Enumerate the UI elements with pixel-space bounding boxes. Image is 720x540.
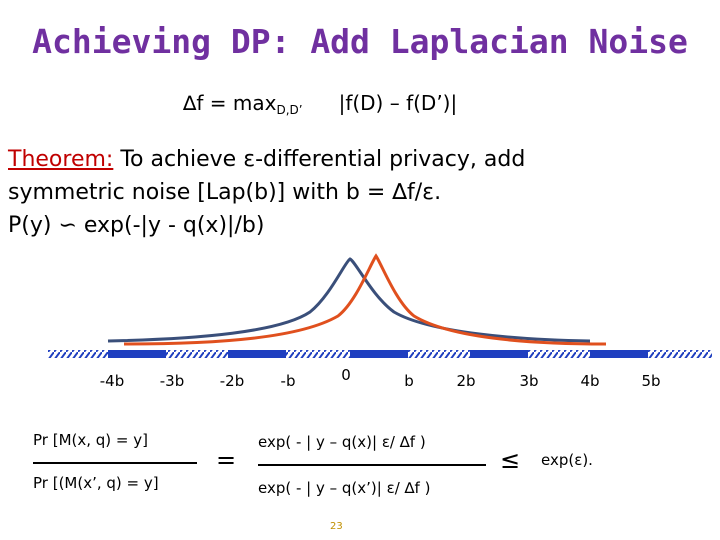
exp-denominator: exp( - | y – q(x’)| ε/ ∆f ) [258,479,431,497]
tick-label: -b [280,372,296,390]
probability-numerator: Pr [M(x, q) = y] [33,431,148,449]
probability-denominator: Pr [(M(x’, q) = y] [33,474,159,492]
exp-epsilon-bound: exp(ε). [541,451,593,469]
theorem-block: Theorem: To achieve ε-differential priva… [8,143,525,242]
laplace-curve-red [123,253,607,346]
theorem-line-1: Theorem: To achieve ε-differential priva… [8,143,525,176]
exp-numerator: exp( - | y – q(x)| ε/ ∆f ) [258,433,426,451]
sensitivity-lhs: ∆f = max [183,91,277,115]
tick-label: 2b [456,372,476,390]
tick-label: -4b [99,372,125,390]
theorem-line-3: P(y) ∽ exp(-|y - q(x)|/b) [8,213,265,238]
theorem-label: Theorem: [8,147,114,172]
sensitivity-subscript: D,D’ [276,103,303,117]
leq-sign: ≤ [500,446,521,474]
laplace-curve-blue [107,257,591,343]
fraction-bar-right [258,464,486,466]
sensitivity-formula: ∆f = maxD,D’ |f(D) – f(D’)| [183,91,457,117]
slide-title: Achieving DP: Add Laplacian Noise [32,22,688,61]
page-number: 23 [330,521,343,532]
axis-blue-segments [108,350,648,358]
tick-label: 4b [580,372,600,390]
theorem-line-1-text: To achieve ε-differential privacy, add [113,147,526,172]
tick-label: 0 [341,366,351,384]
equals-sign: = [216,446,237,474]
tick-label: 5b [641,372,661,390]
tick-label: 3b [519,372,539,390]
tick-label: b [404,372,414,390]
sensitivity-rhs: |f(D) – f(D’)| [338,91,458,115]
theorem-line-2: symmetric noise [Lap(b)] with b = ∆f/ε. [8,180,442,205]
fraction-bar-left [33,462,197,464]
laplace-distribution-figure [48,253,712,358]
tick-label: -3b [159,372,185,390]
tick-label: -2b [219,372,245,390]
